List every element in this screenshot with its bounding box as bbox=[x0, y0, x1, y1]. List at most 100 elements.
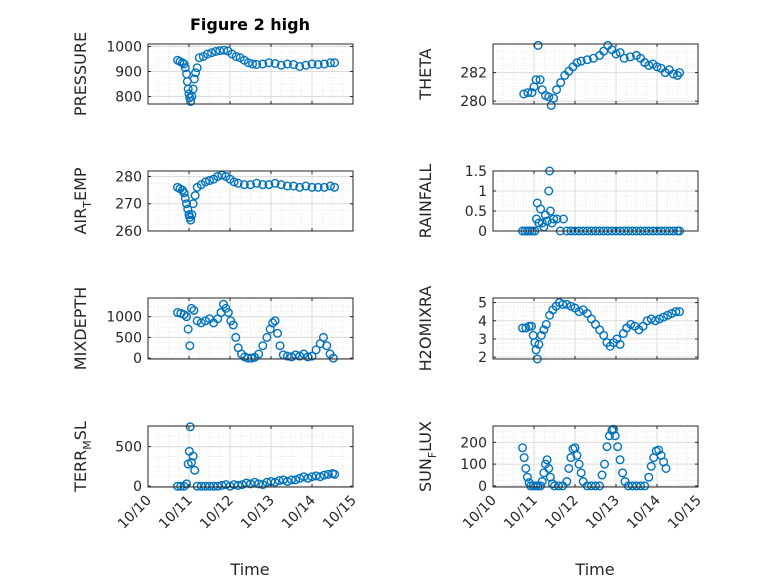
data-point bbox=[252, 178, 262, 188]
data-point bbox=[549, 214, 559, 224]
data-point bbox=[173, 481, 183, 491]
axes-frame bbox=[492, 297, 699, 360]
data-point bbox=[544, 463, 554, 473]
data-point bbox=[185, 422, 195, 432]
data-point bbox=[545, 206, 555, 216]
data-point bbox=[519, 453, 529, 463]
panel-4: 0 500 1000 MIXDEPTH bbox=[71, 287, 354, 370]
data-point bbox=[243, 353, 253, 363]
data-point bbox=[556, 78, 566, 88]
data-point bbox=[527, 88, 537, 98]
data-point bbox=[640, 481, 650, 491]
data-point bbox=[182, 312, 192, 322]
x-tick-label: 10/14 bbox=[624, 492, 664, 532]
data-point bbox=[604, 431, 614, 441]
data-point bbox=[542, 455, 552, 465]
data-point bbox=[330, 58, 340, 68]
data-point bbox=[644, 472, 654, 482]
x-tick-label: 10/12 bbox=[197, 493, 237, 533]
data-point bbox=[615, 455, 625, 465]
data-point bbox=[186, 96, 196, 106]
data-point bbox=[254, 479, 264, 489]
data-point bbox=[559, 214, 569, 224]
panel-6: 0 500 TERRMSL 10/10 10/11 10/12 10/13 10/14 10/1… bbox=[71, 421, 360, 532]
data-point bbox=[615, 48, 625, 58]
data-point bbox=[552, 85, 562, 95]
data-point bbox=[535, 75, 545, 85]
data-point bbox=[189, 305, 199, 315]
data-point bbox=[186, 457, 196, 467]
x-tick-label: 10/15 bbox=[665, 493, 705, 533]
data-point bbox=[262, 332, 272, 342]
data-point bbox=[537, 218, 547, 228]
data-point bbox=[554, 481, 564, 491]
data-point bbox=[534, 339, 544, 349]
data-point bbox=[533, 40, 543, 50]
data-point bbox=[319, 470, 329, 480]
axes-frame bbox=[492, 43, 699, 105]
data-point bbox=[539, 325, 549, 335]
data-point bbox=[636, 481, 646, 491]
data-point bbox=[289, 181, 299, 191]
y-axis-label: RAINFALL bbox=[416, 164, 435, 239]
data-point bbox=[572, 450, 582, 460]
data-point bbox=[179, 310, 189, 320]
data-point bbox=[223, 308, 233, 318]
data-point bbox=[185, 93, 195, 103]
data-point bbox=[675, 68, 685, 78]
data-point bbox=[549, 93, 559, 103]
y-tick-label: 500 bbox=[115, 440, 142, 456]
data-point bbox=[315, 472, 325, 482]
x-axis-label-left: Time bbox=[229, 560, 269, 579]
data-point bbox=[313, 60, 323, 70]
data-point bbox=[307, 351, 317, 361]
y-tick-label: 270 bbox=[115, 197, 142, 213]
data-point bbox=[275, 341, 285, 351]
data-point bbox=[233, 480, 243, 490]
data-point bbox=[319, 59, 329, 69]
data-point bbox=[531, 75, 541, 85]
data-point bbox=[544, 92, 554, 102]
data-point bbox=[576, 56, 586, 66]
data-point bbox=[613, 442, 623, 452]
data-point bbox=[599, 330, 609, 340]
data-point bbox=[270, 316, 280, 326]
data-point bbox=[318, 332, 328, 342]
data-point bbox=[258, 59, 268, 69]
y-tick-label: 0 bbox=[478, 224, 487, 240]
data-point bbox=[307, 59, 317, 69]
data-point bbox=[282, 476, 292, 486]
y-tick-label: 280 bbox=[115, 169, 142, 185]
data-point bbox=[295, 182, 305, 192]
panel-5: 2 3 4 5 H2OMIXRA bbox=[416, 286, 699, 371]
y-axis-label: THETA bbox=[416, 48, 435, 100]
data-point bbox=[188, 199, 198, 209]
data-point bbox=[186, 303, 196, 313]
data-point bbox=[270, 59, 280, 69]
y-tick-label: 200 bbox=[460, 435, 487, 451]
axes-frame bbox=[492, 425, 699, 488]
y-tick-label: 3 bbox=[478, 332, 487, 348]
data-point bbox=[615, 339, 625, 349]
data-point bbox=[231, 52, 241, 62]
x-tick-label: 10/13 bbox=[238, 493, 278, 533]
axes-frame bbox=[147, 170, 354, 232]
data-point bbox=[213, 481, 223, 491]
data-point bbox=[313, 182, 323, 192]
data-point bbox=[531, 481, 541, 491]
data-point bbox=[328, 353, 338, 363]
data-point bbox=[566, 301, 576, 311]
data-point bbox=[574, 307, 584, 317]
y-tick-label: 280 bbox=[460, 94, 487, 110]
x-tick-label: 10/10 bbox=[115, 493, 155, 533]
data-point bbox=[186, 215, 196, 225]
data-point bbox=[276, 180, 286, 190]
y-tick-label: 900 bbox=[115, 65, 142, 81]
y-tick-label: 0 bbox=[133, 479, 142, 495]
data-point bbox=[626, 319, 636, 329]
y-tick-label: 282 bbox=[460, 66, 487, 82]
data-point bbox=[192, 63, 202, 73]
data-point bbox=[180, 63, 190, 73]
data-point bbox=[183, 324, 193, 334]
y-axis-label: SUNFLUX bbox=[416, 421, 439, 492]
